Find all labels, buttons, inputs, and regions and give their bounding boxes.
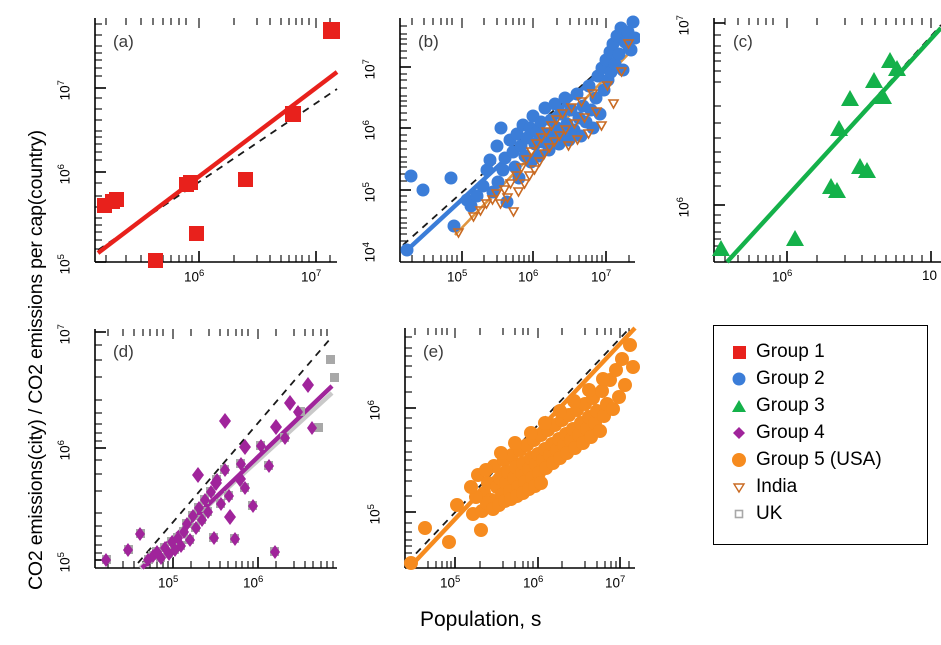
legend-item-group5[interactable]: Group 5 (USA) <box>722 446 927 473</box>
panel-e: (e) 106 105 105 106 107 <box>345 315 640 610</box>
legend-item-group4[interactable]: Group 4 <box>722 419 927 446</box>
series-group1-markers <box>97 22 340 268</box>
legend-item-group3[interactable]: Group 3 <box>722 392 927 419</box>
panel-a-xtick-1e6: 106 <box>184 268 205 285</box>
panel-d-tag: (d) <box>113 342 134 361</box>
panel-d-plot <box>94 329 339 570</box>
series-india-markers <box>452 39 635 239</box>
panel-e-plot <box>404 326 640 570</box>
legend-label-group3: Group 3 <box>756 394 825 416</box>
series-group5-markers <box>404 338 640 570</box>
diamond-icon <box>722 425 756 441</box>
panel-c-xtick-1e7: 10 <box>922 268 938 283</box>
panel-d-xtick-1e6: 106 <box>243 574 264 591</box>
triangle-icon <box>722 398 756 414</box>
panel-e-ytick-1e5: 105 <box>365 504 383 525</box>
panel-a-ytick-1e6: 106 <box>55 164 73 185</box>
legend-label-india: India <box>756 475 798 497</box>
legend: Group 1 Group 2 Group 3 Group 4 <box>713 325 928 545</box>
panel-b-plot <box>399 15 640 263</box>
legend-label-group4: Group 4 <box>756 421 825 443</box>
y-axis-label-container: CO2 emissions(city) / CO2 emissions per … <box>0 0 47 600</box>
square-open-icon <box>722 506 756 522</box>
panel-d-xtick-1e5: 105 <box>158 574 179 591</box>
panel-e-ytick-1e6: 106 <box>365 400 383 421</box>
panel-a: (a) 105 106 107 106 107 <box>40 10 340 300</box>
panel-b-xtick-1e7: 107 <box>591 268 612 285</box>
panel-a-ytick-1e7: 107 <box>55 80 73 101</box>
square-icon <box>722 344 756 360</box>
panel-c-ytick-1e6: 106 <box>674 197 692 218</box>
panel-e-xtick-1e7: 107 <box>605 574 626 591</box>
legend-item-india[interactable]: India <box>722 473 927 500</box>
panel-c-xtick-1e6: 106 <box>772 268 793 285</box>
legend-label-group5: Group 5 (USA) <box>756 448 882 470</box>
panel-d: (d) 107 106 105 105 106 <box>40 315 340 610</box>
panel-b-ytick-1e5: 105 <box>360 182 378 203</box>
panel-e-xtick-1e6: 106 <box>523 574 544 591</box>
panel-c-tag: (c) <box>733 32 753 51</box>
panel-e-tag: (e) <box>423 342 444 361</box>
panel-b-xtick-1e5: 105 <box>447 268 468 285</box>
reference-line-d <box>137 338 331 564</box>
panel-b: (b) 104 105 106 107 105 106 107 <box>345 10 640 300</box>
circle-icon <box>722 371 756 387</box>
legend-label-uk: UK <box>756 502 783 524</box>
series-group3-markers <box>712 52 906 256</box>
panel-a-plot <box>94 18 340 268</box>
panel-a-tag: (a) <box>113 32 134 51</box>
circle-icon <box>722 452 756 468</box>
panel-a-ytick-1e5: 105 <box>55 254 73 275</box>
x-axis-label: Population, s <box>420 608 542 631</box>
panel-d-ytick-1e7: 107 <box>55 324 73 345</box>
panel-d-ytick-1e6: 106 <box>55 440 73 461</box>
fit-line-a <box>96 70 339 255</box>
legend-label-group2: Group 2 <box>756 367 825 389</box>
panel-b-xtick-1e6: 106 <box>518 268 539 285</box>
panel-d-ytick-1e5: 105 <box>55 552 73 573</box>
legend-label-group1: Group 1 <box>756 340 825 362</box>
series-group4-markers <box>101 377 317 567</box>
legend-item-group2[interactable]: Group 2 <box>722 365 927 392</box>
panel-c: (c) 107 106 106 10 <box>645 10 941 300</box>
panel-c-plot <box>712 18 941 264</box>
fit-line-c <box>725 26 941 264</box>
panel-b-ytick-1e6: 106 <box>360 120 378 141</box>
panel-e-xtick-1e5: 105 <box>440 574 461 591</box>
panel-a-xtick-1e7: 107 <box>301 268 322 285</box>
panel-b-ytick-1e7: 107 <box>360 59 378 80</box>
panel-b-tag: (b) <box>418 32 439 51</box>
triangle-down-open-icon <box>722 479 756 495</box>
legend-item-uk[interactable]: UK <box>722 500 927 527</box>
panel-b-ytick-1e4: 104 <box>360 242 378 263</box>
legend-item-group1[interactable]: Group 1 <box>722 338 927 365</box>
panel-c-ytick-1e7: 107 <box>674 15 692 36</box>
